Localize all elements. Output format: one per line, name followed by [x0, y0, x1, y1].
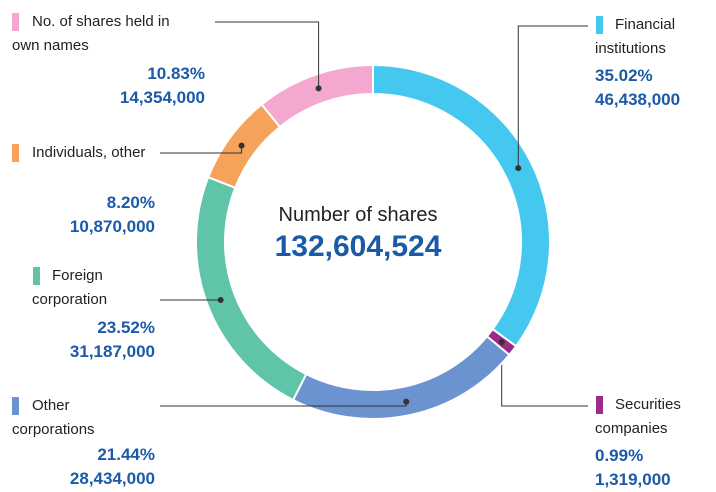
share-count: 10,870,000 [69, 217, 155, 236]
value-label: 10.83% [147, 64, 205, 83]
donut-slice [291, 335, 511, 420]
value-label: 21.44% [97, 445, 155, 464]
category-label: Securities companies [595, 396, 681, 437]
leader-dot [403, 398, 410, 405]
share-count: 31,187,000 [69, 342, 155, 361]
legend-swatch [33, 267, 40, 285]
category-label: No. of shares held in own names [12, 13, 170, 54]
leader-dot [315, 85, 322, 92]
legend-swatch [596, 396, 603, 414]
leader-line [517, 25, 588, 169]
share-count: 28,434,000 [69, 469, 155, 488]
value-label: 8.20% [106, 193, 155, 212]
share-count: 46,438,000 [595, 90, 681, 109]
share-count: 14,354,000 [119, 88, 205, 107]
legend-swatch [12, 144, 19, 162]
legend-swatch [12, 397, 19, 415]
center-total: 132,604,524 [274, 230, 442, 263]
leader-line [501, 342, 588, 407]
category-label: Other corporations [12, 397, 95, 438]
value-label: 35.02% [595, 66, 653, 85]
leader-dot [238, 142, 245, 149]
category-label: Financial institutions [595, 16, 676, 57]
center-title: Number of shares [278, 204, 438, 226]
legend-swatch [596, 16, 603, 34]
value-label: 0.99% [595, 446, 644, 465]
share-count: 1,319,000 [595, 470, 671, 489]
legend-swatch [12, 13, 19, 31]
category-label: Individuals, other [32, 144, 146, 161]
leader-line [215, 21, 320, 89]
donut-slice [260, 63, 374, 129]
leader-dot [217, 296, 224, 303]
value-label: 23.52% [97, 318, 155, 337]
leader-dot [515, 165, 522, 172]
leader-dot [498, 339, 505, 346]
category-label: Foreign corporation [32, 267, 108, 308]
